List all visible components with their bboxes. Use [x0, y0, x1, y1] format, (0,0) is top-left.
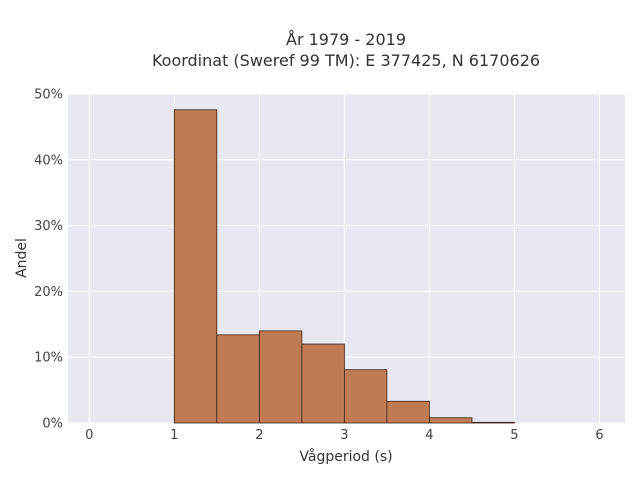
x-tick-label: 4	[425, 428, 433, 443]
chart-subtitle: Koordinat (Sweref 99 TM): E 377425, N 61…	[152, 51, 540, 70]
x-axis-label: Vågperiod (s)	[299, 448, 392, 465]
x-tick-label: 5	[510, 428, 518, 443]
histogram-bar	[173, 109, 218, 424]
x-tick-label: 6	[595, 428, 603, 443]
x-tick-label: 3	[340, 428, 348, 443]
x-tick-label: 2	[255, 428, 263, 443]
x-axis-ticks: 0 1 2 3 4 5 6	[85, 428, 604, 443]
histogram-bar	[386, 400, 430, 424]
histogram-bar	[343, 369, 388, 424]
y-tick-label: 20%	[34, 285, 63, 300]
histogram-bar	[429, 417, 473, 424]
chart-title: År 1979 - 2019	[286, 30, 406, 49]
y-tick-label: 40%	[34, 153, 63, 168]
histogram-bar	[216, 334, 260, 424]
y-tick-label: 0%	[42, 417, 63, 432]
bars	[173, 109, 515, 424]
y-tick-label: 30%	[34, 219, 63, 234]
histogram-bar	[301, 343, 345, 424]
histogram-bar	[258, 330, 303, 424]
y-axis-label: Andel	[14, 238, 30, 278]
y-tick-label: 10%	[34, 351, 63, 366]
y-axis-ticks: 0% 10% 20% 30% 40% 50%	[34, 88, 63, 432]
y-tick-label: 50%	[34, 88, 63, 103]
x-tick-label: 1	[170, 428, 178, 443]
plot-area	[68, 94, 625, 423]
histogram-bar	[471, 421, 515, 424]
x-tick-label: 0	[85, 428, 93, 443]
